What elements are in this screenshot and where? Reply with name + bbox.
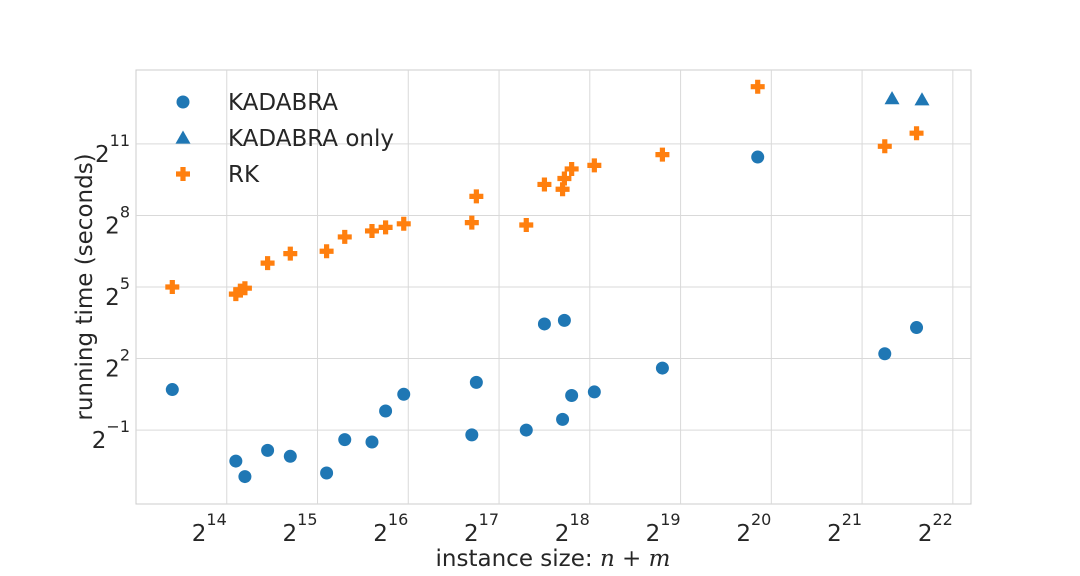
plus-marker [464,215,479,230]
y-axis-label: running time (seconds) [72,153,98,420]
plus-marker [587,158,602,173]
circle-marker [519,423,533,437]
triangle-marker [914,92,930,106]
plus-marker [378,220,393,235]
plus-marker [519,218,534,232]
circle-marker [469,375,483,389]
x-tick-label: 222 [918,510,953,547]
plus-marker [537,177,552,192]
legend: KADABRA KADABRA only RK [175,90,394,188]
circle-marker [283,449,297,463]
circle-marker [261,443,275,457]
circle-marker [465,428,479,442]
legend-label: KADABRA only [228,126,394,152]
plus-marker [260,256,275,271]
circle-marker [238,470,252,484]
x-tick-label: 218 [555,510,590,547]
circle-marker [557,313,571,327]
plus-marker [396,216,411,231]
circle-marker [751,150,765,164]
circle-marker [537,317,551,331]
circle-marker [878,347,892,361]
legend-marker-circle [176,95,190,109]
circle-marker [587,385,601,399]
data-points [165,79,930,484]
circle-marker [320,466,334,480]
circle-marker [229,454,243,468]
y-tick-label: 211 [95,131,130,168]
x-tick-label: 217 [464,510,499,547]
legend-label: KADABRA [228,90,338,116]
legend-marker-plus [176,167,190,181]
plus-marker [237,281,252,296]
plus-marker [564,161,579,176]
x-axis-label: instance size: n + m [436,546,671,572]
x-tick-label: 220 [736,510,771,547]
legend-label: RK [228,162,260,188]
plus-marker [909,126,924,141]
x-axis-ticks: 214 215 216 217 218 219 220 221 222 [192,510,953,547]
plus-marker [228,287,243,302]
x-tick-label: 219 [646,510,681,547]
y-axis-ticks: 2−1 22 25 28 211 [92,131,130,454]
circle-marker [397,387,411,401]
series-rk [165,79,924,302]
circle-marker [655,361,669,375]
plus-marker [877,139,892,154]
plus-marker [337,229,352,244]
plus-marker [165,280,180,294]
plus-marker [364,223,379,238]
plus-marker [750,79,765,94]
plus-marker [319,244,334,259]
series-kadabra [165,150,924,484]
circle-marker [910,321,924,335]
y-tick-label: 22 [105,346,130,383]
plus-marker [283,246,298,261]
circle-marker [565,389,579,402]
series-kadabra-only [884,91,930,106]
circle-marker [338,433,352,447]
y-tick-label: 28 [105,202,130,239]
x-tick-label: 214 [192,510,227,547]
circle-marker [379,404,393,418]
x-tick-label: 216 [373,510,408,547]
circle-marker [556,412,570,426]
plus-marker [655,147,670,162]
y-tick-label: 25 [105,274,130,311]
plus-marker [469,189,484,204]
legend-marker-triangle [175,130,191,144]
x-tick-label: 215 [283,510,318,547]
circle-marker [165,383,179,397]
y-tick-label: 2−1 [92,417,130,454]
x-tick-label: 221 [827,510,862,547]
circle-marker [365,435,379,449]
plus-marker [557,171,572,186]
plus-marker [555,182,570,197]
triangle-marker [884,91,900,105]
grid-lines [136,70,971,504]
